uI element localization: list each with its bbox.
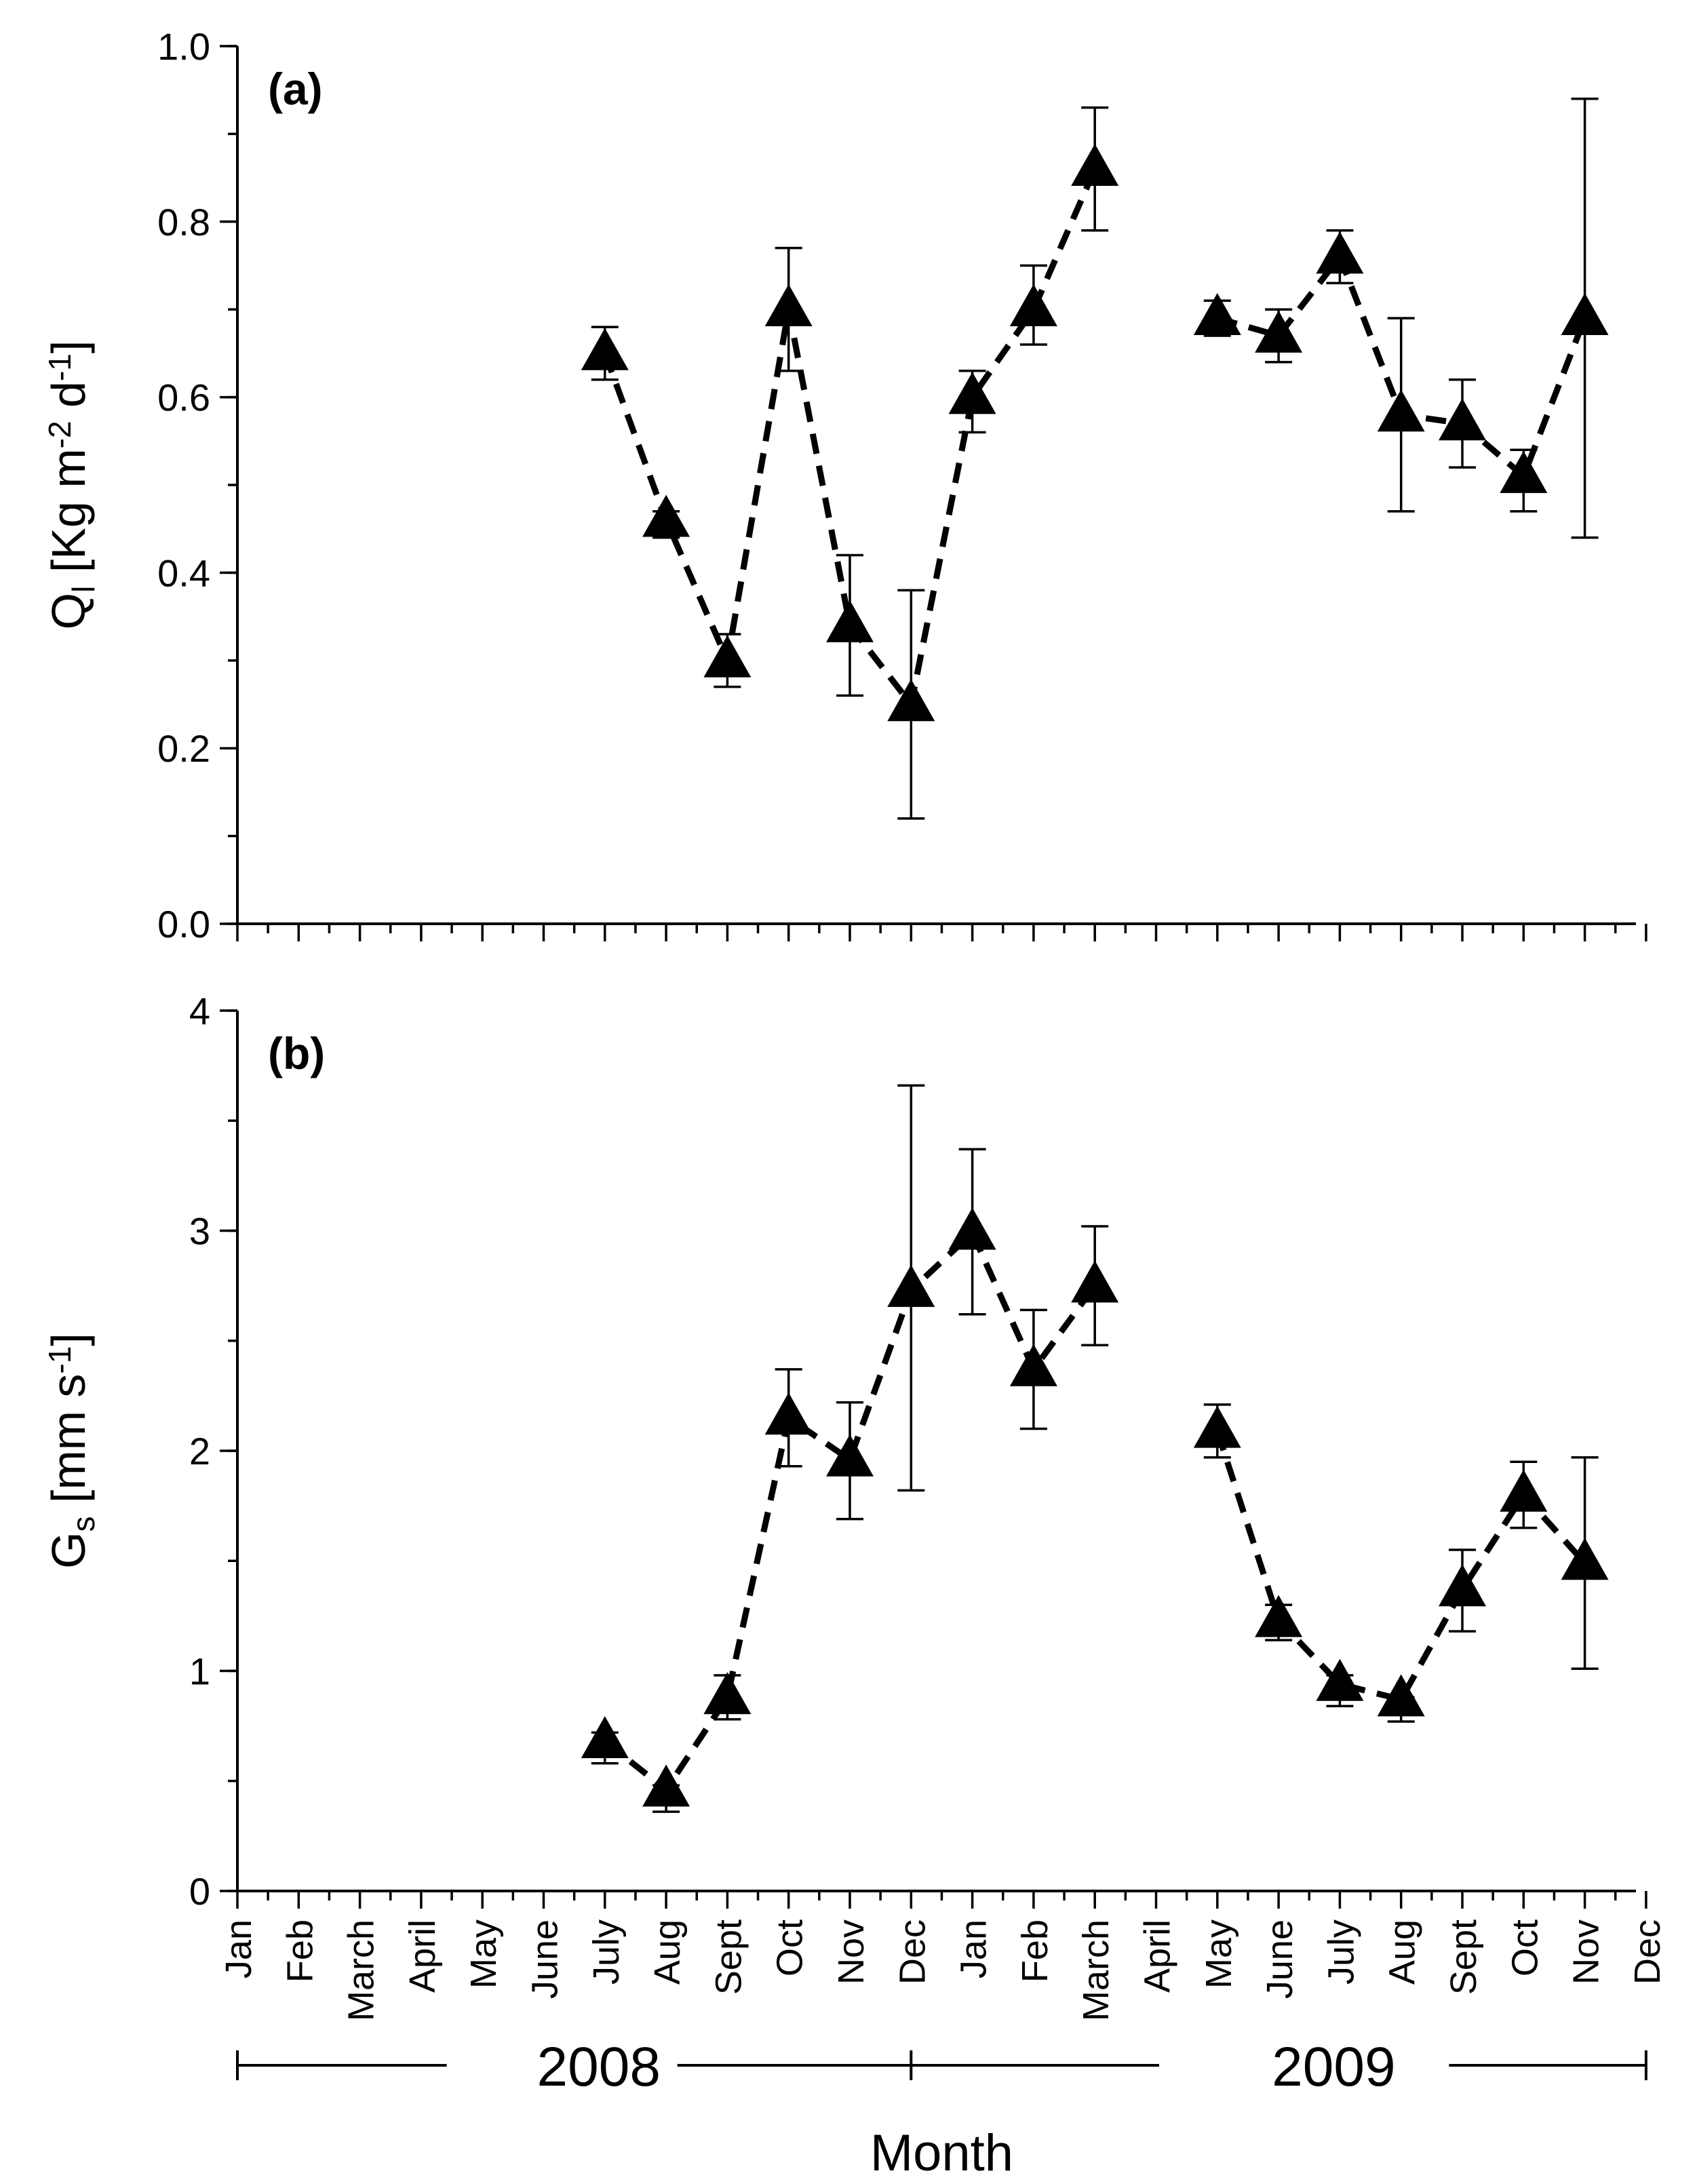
x-tick-label: July <box>1321 1919 1361 1985</box>
data-point-triangle <box>1255 1595 1303 1637</box>
y-tick-label: 0 <box>189 1870 210 1913</box>
data-point-triangle <box>1071 1260 1119 1303</box>
year-label: 2009 <box>1272 2036 1395 2098</box>
data-point-triangle <box>1193 292 1241 335</box>
x-tick-label: Jan <box>954 1919 994 1978</box>
data-point-triangle <box>764 1392 813 1435</box>
series-line <box>602 168 1098 712</box>
x-tick-label: Feb <box>279 1919 320 1983</box>
x-tick-label: Aug <box>647 1919 688 1985</box>
year-line-gap <box>1159 2060 1230 2071</box>
data-point-triangle <box>887 1264 935 1307</box>
y-tick-label: 0.0 <box>157 903 210 945</box>
data-point-triangle <box>887 679 935 722</box>
x-tick-label: March <box>341 1919 382 2021</box>
y-tick-label: 1.0 <box>157 25 210 68</box>
x-tick-label: July <box>586 1919 627 1985</box>
y-tick-label: 4 <box>189 990 210 1032</box>
year-label: 2008 <box>537 2036 661 2098</box>
data-point-triangle <box>581 1716 629 1759</box>
panel-label: (b) <box>268 1028 325 1078</box>
x-tick-label: Sept <box>708 1919 749 1995</box>
y-tick-label: 3 <box>189 1210 210 1253</box>
y-tick-label: 0.8 <box>157 201 210 243</box>
panel-label: (a) <box>268 64 323 114</box>
x-tick-label: Aug <box>1382 1919 1423 1985</box>
x-tick-label: Nov <box>831 1919 872 1985</box>
x-tick-label: Nov <box>1566 1919 1607 1985</box>
data-point-triangle <box>826 600 874 642</box>
x-axis-title: Month <box>870 2124 1013 2182</box>
year-label-bg <box>446 2025 678 2099</box>
y-axis-title: Ql [Kg m-2 d-1] <box>42 340 101 630</box>
year-axis: 2008 2009 <box>236 2025 1647 2099</box>
data-point-triangle <box>1439 1564 1486 1607</box>
x-axis-month-labels: Jan Feb March April May June July Aug Sept Oct Nov… <box>218 1919 1668 2021</box>
data-point-triangle <box>1561 1538 1609 1580</box>
y-axis-title-end: ] <box>42 1333 95 1346</box>
data-point-triangle <box>1500 1469 1548 1512</box>
y-tick-label: 1 <box>189 1650 210 1693</box>
x-tick-label: Oct <box>770 1919 811 1976</box>
data-point-triangle <box>1255 310 1303 353</box>
data-point-triangle <box>581 328 629 370</box>
data-point-triangle <box>1316 231 1364 274</box>
data-point-triangle <box>642 1764 690 1807</box>
y-axis-title-end: ] <box>42 340 95 353</box>
y-axis-title-main: G <box>42 1532 95 1568</box>
x-tick-label: Dec <box>1627 1919 1668 1985</box>
y-tick-label: 0.2 <box>157 727 210 770</box>
y-axis-title-rest: [Kg m <box>42 448 95 585</box>
x-tick-label: March <box>1076 1919 1116 2021</box>
y-axis-title-sup1: -1 <box>42 1346 77 1374</box>
x-tick-label: Feb <box>1015 1919 1055 1983</box>
y-tick-label: 2 <box>189 1430 210 1473</box>
data-point-triangle <box>1561 292 1609 335</box>
y-axis-title: Gs [mm s-1] <box>42 1333 101 1569</box>
data-point-triangle <box>1377 389 1425 432</box>
x-tick-label: June <box>1260 1919 1300 1999</box>
data-point-triangle <box>1193 1405 1241 1448</box>
x-tick-label: May <box>463 1919 504 1989</box>
y-axis-title-sub: l <box>66 586 101 593</box>
y-tick-label: 0.6 <box>157 376 210 419</box>
data-point-triangle <box>764 284 813 326</box>
y-axis-title-rest: [mm s <box>42 1373 95 1516</box>
data-point-triangle <box>1377 1674 1425 1717</box>
data-point-triangle <box>948 372 996 414</box>
x-tick-label: Oct <box>1504 1919 1545 1976</box>
data-point-triangle <box>948 1207 996 1250</box>
y-axis-title-sub: s <box>66 1516 101 1532</box>
x-tick-label: Sept <box>1443 1919 1484 1995</box>
data-point-triangle <box>703 635 752 678</box>
x-tick-label: April <box>1137 1919 1178 1993</box>
data-point-triangle <box>1500 450 1548 493</box>
data-point-triangle <box>1071 143 1119 186</box>
y-axis-title-main: Q <box>42 593 95 629</box>
panel-b: 0 1 2 3 4 (b) Gs [mm s-1] <box>42 990 1647 1913</box>
y-axis-title-mid: d <box>42 381 95 421</box>
y-axis-title-sup2: -1 <box>42 353 77 381</box>
year-label-bg <box>1218 2025 1449 2099</box>
x-tick-label: Jan <box>218 1919 259 1978</box>
y-axis-title-sup1: -2 <box>42 421 77 448</box>
y-tick-label: 0.4 <box>157 551 210 594</box>
data-point-triangle <box>826 1434 874 1477</box>
data-point-triangle <box>703 1672 752 1715</box>
data-point-triangle <box>1009 284 1057 326</box>
x-tick-label: April <box>402 1919 443 1993</box>
series-line <box>1214 1430 1587 1703</box>
data-point-triangle <box>1009 1344 1057 1386</box>
panel-a: 0.0 0.2 0.4 0.6 0.8 1.0 (a) Ql [Kg m-2 d-1] <box>42 25 1647 945</box>
data-point-triangle <box>1439 398 1486 441</box>
data-point-triangle <box>642 494 690 537</box>
data-point-triangle <box>1316 1658 1364 1701</box>
x-tick-label: May <box>1198 1919 1239 1989</box>
x-tick-label: Dec <box>892 1919 933 1985</box>
x-tick-label: June <box>525 1919 566 1999</box>
series-line <box>603 1228 1097 1795</box>
